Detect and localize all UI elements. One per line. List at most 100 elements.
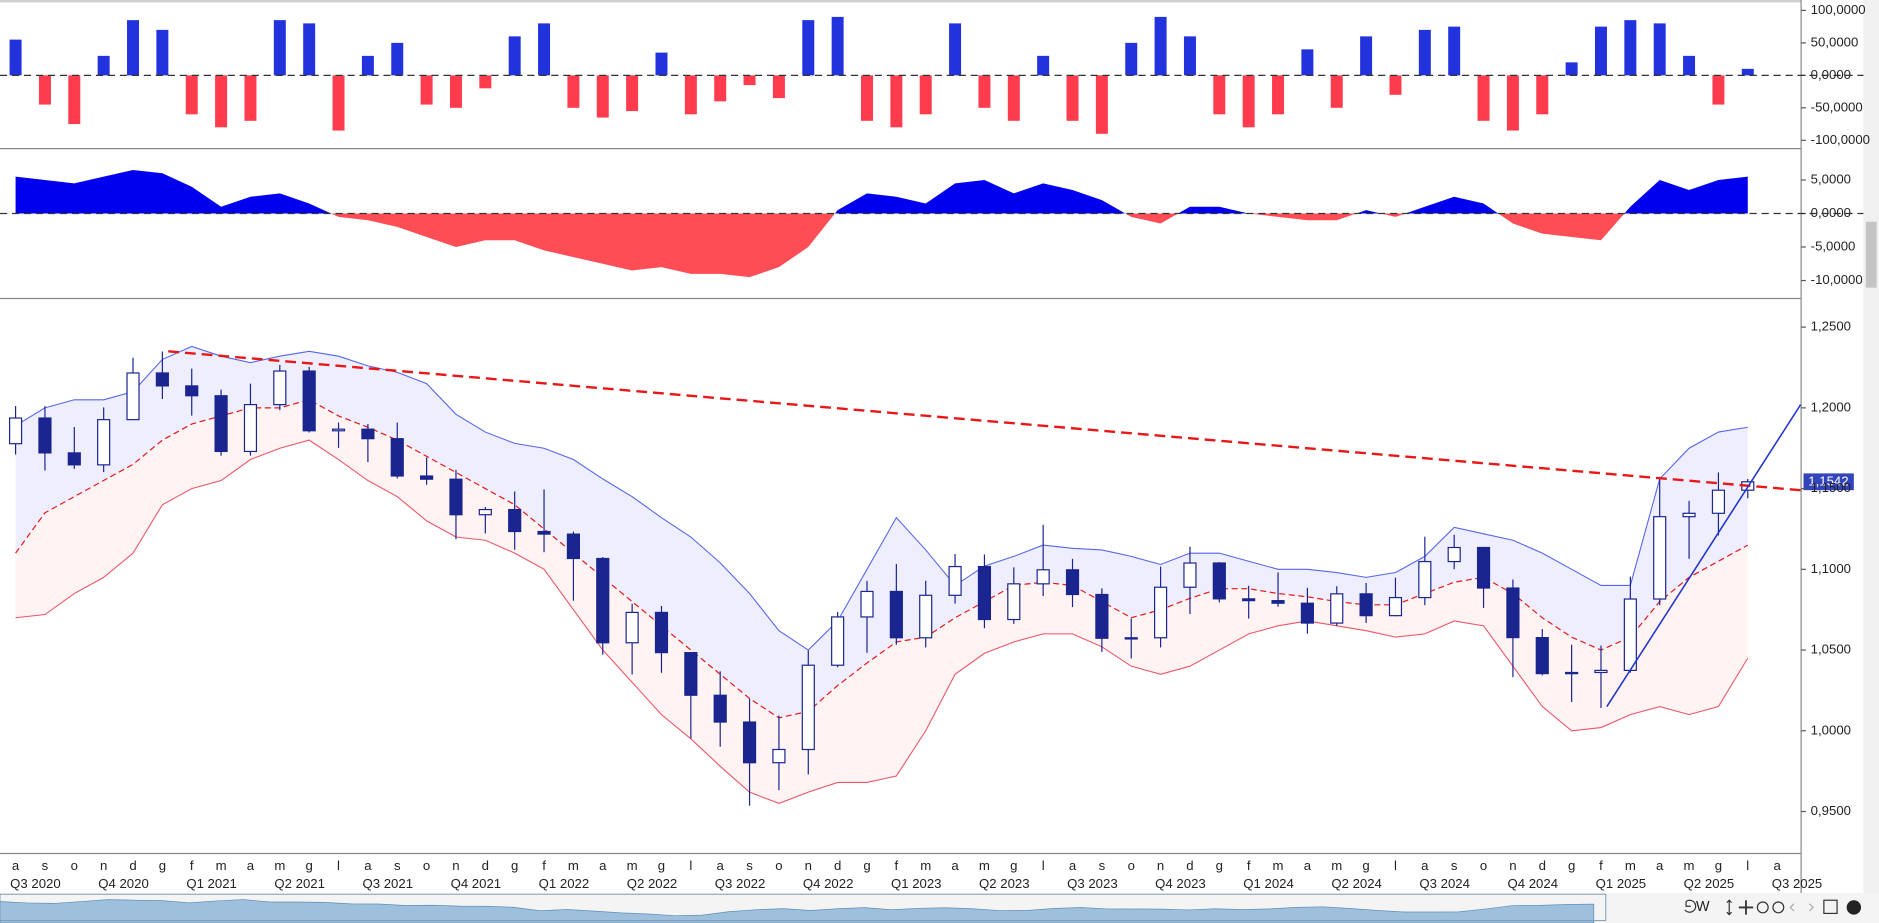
histogram-bar <box>978 75 991 108</box>
zoom-out-icon[interactable] <box>1756 901 1769 914</box>
histogram-bar <box>1301 49 1314 76</box>
candle-body <box>1682 512 1696 518</box>
x-tick-label: l <box>689 858 692 873</box>
candle-body <box>1388 596 1403 617</box>
quarter-label: Q2 2022 <box>627 876 678 891</box>
quarter-label: Q1 2021 <box>186 876 237 891</box>
x-tick-label: n <box>805 858 812 873</box>
histogram-bar <box>684 75 697 115</box>
x-tick-label: g <box>511 858 518 873</box>
quarter-label: Q2 2024 <box>1331 876 1382 891</box>
histogram-bar <box>1624 20 1637 76</box>
arrow-icons[interactable] <box>1789 903 1814 912</box>
quarter-label: Q1 2025 <box>1596 876 1647 891</box>
x-tick-label: s <box>1099 858 1106 873</box>
x-tick-label: f <box>542 858 546 873</box>
quarter-label: Q4 2021 <box>451 876 502 891</box>
quarter-label: Q2 2023 <box>979 876 1030 891</box>
candle-body <box>801 664 815 751</box>
candle-body <box>126 372 140 421</box>
quarter-label: Q4 2024 <box>1508 876 1559 891</box>
x-tick-label: n <box>1509 858 1516 873</box>
histogram-bar <box>9 39 22 76</box>
x-tick-label: m <box>216 858 227 873</box>
candle-body <box>1154 586 1168 639</box>
trendline <box>1606 404 1802 707</box>
candle-body <box>420 475 434 480</box>
quarter-label: Q3 2023 <box>1067 876 1118 891</box>
pan-icon[interactable] <box>1738 900 1754 915</box>
histogram-bar <box>127 20 140 76</box>
histogram-bar <box>303 23 316 76</box>
x-tick-label: d <box>1186 858 1193 873</box>
top-strip <box>0 0 1802 3</box>
candle-body <box>302 370 316 432</box>
table-icon[interactable] <box>1823 899 1838 915</box>
histogram-bar <box>890 75 903 128</box>
quarter-label: Q4 2022 <box>803 876 854 891</box>
candle-body <box>1476 546 1491 589</box>
histogram-bar <box>97 55 110 76</box>
histogram-bar <box>1448 26 1461 76</box>
candle-body <box>1183 562 1197 588</box>
histogram-bar <box>743 75 756 86</box>
candle-body <box>889 590 903 639</box>
candle-body <box>449 478 463 516</box>
x-tick-label: g <box>1715 858 1722 873</box>
candle-body <box>390 438 404 477</box>
x-tick-label: f <box>895 858 899 873</box>
x-tick-label: o <box>1480 858 1487 873</box>
histogram-bar <box>1683 55 1696 76</box>
upper-band <box>15 345 1748 651</box>
y-tick-label: 1,2500 <box>1811 319 1851 334</box>
x-tick-label: m <box>1273 858 1284 873</box>
histogram-bar <box>1389 75 1402 95</box>
x-tick-label: a <box>717 858 725 873</box>
x-tick-label: s <box>42 858 49 873</box>
candle-body <box>38 417 52 454</box>
quarter-label: Q4 2020 <box>98 876 149 891</box>
candle-body <box>654 611 669 654</box>
x-tick-label: g <box>658 858 665 873</box>
candle-body <box>1418 560 1432 599</box>
x-tick-label: f <box>190 858 194 873</box>
y-tick-label: 1,1500 <box>1811 480 1851 495</box>
zoom-in-icon[interactable] <box>1772 901 1785 914</box>
palette-icon[interactable] <box>1846 900 1862 915</box>
x-tick-label: m <box>1684 858 1695 873</box>
candle-body <box>361 428 375 440</box>
upper-band-fill <box>15 346 1748 718</box>
candle-body <box>1124 637 1138 640</box>
candle-body <box>1565 671 1579 675</box>
candle-body <box>860 590 874 618</box>
x-tick-label: n <box>452 858 459 873</box>
candle-body <box>1036 569 1050 585</box>
histogram-bar <box>1477 75 1490 121</box>
candle-body <box>185 385 199 397</box>
y-tick-label: 5,0000 <box>1811 171 1851 186</box>
scroll-thumb[interactable] <box>1865 221 1877 288</box>
histogram-bar <box>1594 26 1607 76</box>
histogram-bar <box>802 20 815 76</box>
x-tick-label: d <box>834 858 841 873</box>
x-tick-label: s <box>394 858 401 873</box>
candle-body <box>1653 516 1667 600</box>
x-tick-label: g <box>1568 858 1575 873</box>
histogram-bar <box>596 75 609 118</box>
y-tick-label: 1,1000 <box>1811 561 1851 576</box>
resize-icon[interactable] <box>1726 899 1733 916</box>
period-button[interactable]: W <box>1696 899 1710 915</box>
histogram-bar <box>772 75 785 99</box>
y-tick-label: -10,0000 <box>1811 272 1863 287</box>
histogram-bar <box>1095 75 1108 134</box>
navigator-window <box>0 893 1607 922</box>
candle-body <box>67 452 81 466</box>
histogram-bar <box>68 75 81 125</box>
y-tick-label: -50,0000 <box>1811 99 1863 114</box>
x-tick-label: n <box>1157 858 1164 873</box>
candle-body <box>713 694 727 723</box>
refresh-icon[interactable] <box>1684 899 1697 913</box>
histogram-bar <box>1272 75 1285 115</box>
histogram-bar <box>538 23 551 76</box>
